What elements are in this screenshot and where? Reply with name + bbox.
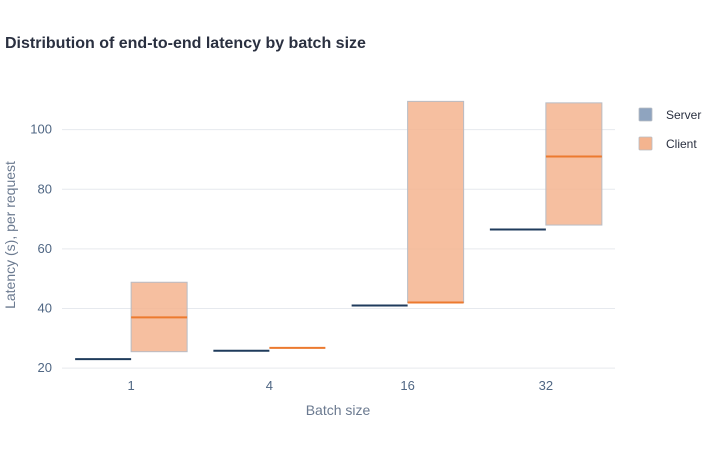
chart-title: Distribution of end-to-end latency by ba… <box>5 35 366 52</box>
boxes <box>75 100 603 361</box>
x-axis-ticks: 1 4 16 32 <box>128 378 554 393</box>
x-axis-title: Batch size <box>306 402 371 418</box>
legend-item-client[interactable]: Client <box>638 136 697 151</box>
y-axis-title: Latency (s), per request <box>2 161 18 309</box>
box-client-32[interactable] <box>545 102 603 226</box>
legend-label: Server <box>666 108 701 122</box>
y-tick-label: 60 <box>38 241 52 256</box>
box-client-16[interactable] <box>407 100 465 304</box>
y-tick-label: 40 <box>38 300 52 315</box>
x-tick-label: 1 <box>128 378 135 393</box>
y-axis-ticks: 20 40 60 80 100 <box>30 122 52 375</box>
gridlines <box>62 129 615 369</box>
y-tick-label: 20 <box>38 360 52 375</box>
x-tick-label: 32 <box>539 378 553 393</box>
legend-item-server[interactable]: Server <box>638 107 701 122</box>
legend-swatch <box>638 107 653 122</box>
y-tick-label: 80 <box>38 181 52 196</box>
x-tick-label: 16 <box>400 378 414 393</box>
legend[interactable]: Server Client <box>638 107 701 151</box>
box-body <box>545 102 603 226</box>
box-client-1[interactable] <box>130 281 188 353</box>
box-body <box>407 100 465 304</box>
legend-swatch <box>638 136 653 151</box>
x-tick-label: 4 <box>266 378 273 393</box>
legend-label: Client <box>666 137 697 151</box>
y-tick-label: 100 <box>30 122 52 137</box>
